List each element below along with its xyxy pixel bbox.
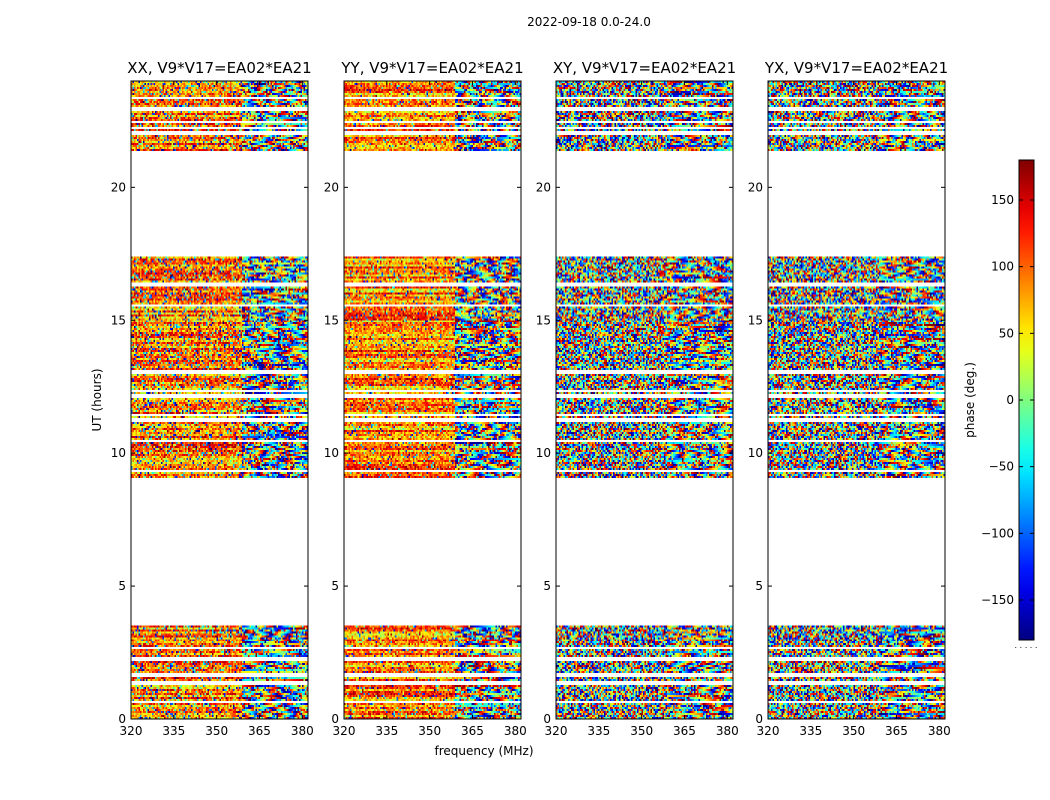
heatmap-yx (768, 81, 945, 719)
heatmap-xx (131, 81, 308, 719)
y-tick-label: 10 (536, 446, 551, 460)
x-tick-label: 350 (418, 724, 441, 738)
figure-suptitle: 2022-09-18 0.0-24.0 (527, 15, 651, 29)
x-tick-label: 365 (885, 724, 908, 738)
y-tick-label: 15 (324, 313, 339, 327)
y-tick-label: 5 (755, 579, 763, 593)
y-axis-label: UT (hours) (90, 368, 104, 431)
y-tick-label: 10 (748, 446, 763, 460)
colorbar-tick-label: 150 (991, 193, 1014, 207)
panel-yy: YY, V9*V17=EA02*EA21 320 335 350 365 380 0 5 10 1… (324, 59, 527, 738)
panel-title: XX, V9*V17=EA02*EA21 (127, 59, 311, 77)
colorbar-tick-label: 50 (999, 326, 1014, 340)
axes-frame (767, 80, 946, 720)
y-tick-label: 5 (331, 579, 339, 593)
x-tick-label: 350 (842, 724, 865, 738)
colorbar-tick-label: −150 (981, 593, 1014, 607)
x-tick-label: 380 (504, 724, 527, 738)
axes-frame (555, 80, 734, 720)
panel-title: YX, V9*V17=EA02*EA21 (764, 59, 948, 77)
x-tick-label: 320 (545, 724, 568, 738)
x-tick-label: 350 (630, 724, 653, 738)
x-tick-label: 320 (120, 724, 143, 738)
axes-frame (343, 80, 522, 720)
panel-title: YY, V9*V17=EA02*EA21 (340, 59, 523, 77)
x-tick-label: 335 (162, 724, 185, 738)
panel-xx: XX, V9*V17=EA02*EA21 320 335 350 365 380 0 5 10 1… (111, 59, 314, 738)
y-tick-label: 15 (536, 313, 551, 327)
x-tick-label: 380 (716, 724, 739, 738)
y-tick-label: 5 (543, 579, 551, 593)
colorbar-tick-label: 100 (991, 260, 1014, 274)
y-tick-label: 0 (118, 712, 126, 726)
y-tick-label: 20 (324, 180, 339, 194)
y-tick-label: 20 (536, 180, 551, 194)
colorbar-label: phase (deg.) (963, 362, 977, 438)
panels-group: XX, V9*V17=EA02*EA21 320 335 350 365 380 0 5 10 1… (111, 59, 951, 738)
y-tick-label: 15 (111, 313, 126, 327)
y-tick-label: 20 (748, 180, 763, 194)
colorbar-tick-label: 0 (1006, 393, 1014, 407)
panel-xy: XY, V9*V17=EA02*EA21 320 335 350 365 380 0 5 10 1… (536, 59, 739, 738)
panel-title: XY, V9*V17=EA02*EA21 (553, 59, 736, 77)
x-tick-label: 320 (757, 724, 780, 738)
colorbar-extend-marker: . . . . . (1015, 641, 1038, 650)
y-tick-label: 10 (111, 446, 126, 460)
x-axis-label: frequency (MHz) (434, 744, 533, 758)
x-tick-label: 365 (248, 724, 271, 738)
y-tick-label: 0 (331, 712, 339, 726)
y-tick-label: 15 (748, 313, 763, 327)
y-tick-label: 5 (118, 579, 126, 593)
x-tick-label: 365 (461, 724, 484, 738)
y-tick-label: 0 (543, 712, 551, 726)
heatmap-yy (344, 81, 521, 719)
x-tick-label: 380 (928, 724, 951, 738)
colorbar-tick-label: −50 (989, 460, 1014, 474)
axes-frame (130, 80, 309, 720)
x-tick-label: 335 (799, 724, 822, 738)
x-tick-label: 320 (333, 724, 356, 738)
x-tick-label: 380 (291, 724, 314, 738)
y-tick-label: 10 (324, 446, 339, 460)
y-tick-label: 0 (755, 712, 763, 726)
colorbar: −150 −100 −50 0 50 100 150 (981, 159, 1035, 641)
x-tick-label: 350 (205, 724, 228, 738)
x-tick-label: 365 (673, 724, 696, 738)
x-tick-label: 335 (375, 724, 398, 738)
y-tick-label: 20 (111, 180, 126, 194)
colorbar-tick-label: −100 (981, 526, 1014, 540)
x-tick-label: 335 (587, 724, 610, 738)
panel-yx: YX, V9*V17=EA02*EA21 320 335 350 365 380 0 5 10 1… (748, 59, 951, 738)
heatmap-xy (556, 81, 733, 719)
